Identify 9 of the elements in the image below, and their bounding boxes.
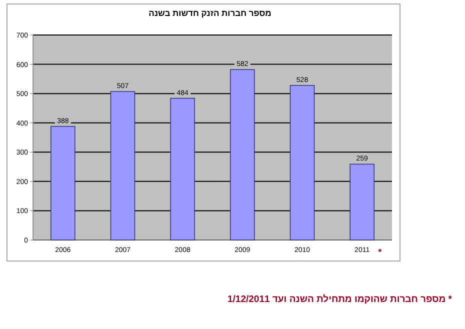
annotation: *	[378, 247, 382, 257]
bar	[170, 98, 195, 240]
bar	[350, 164, 374, 240]
bar	[290, 85, 315, 240]
bar	[110, 91, 136, 240]
text: * מספר חברות שהוקמו מתחילת השנה ועד 1/12/2011	[228, 294, 452, 305]
chart-title: מספר חברות הזנק חדשות בשנה	[148, 8, 272, 18]
bar	[50, 126, 76, 240]
bar	[230, 69, 255, 240]
